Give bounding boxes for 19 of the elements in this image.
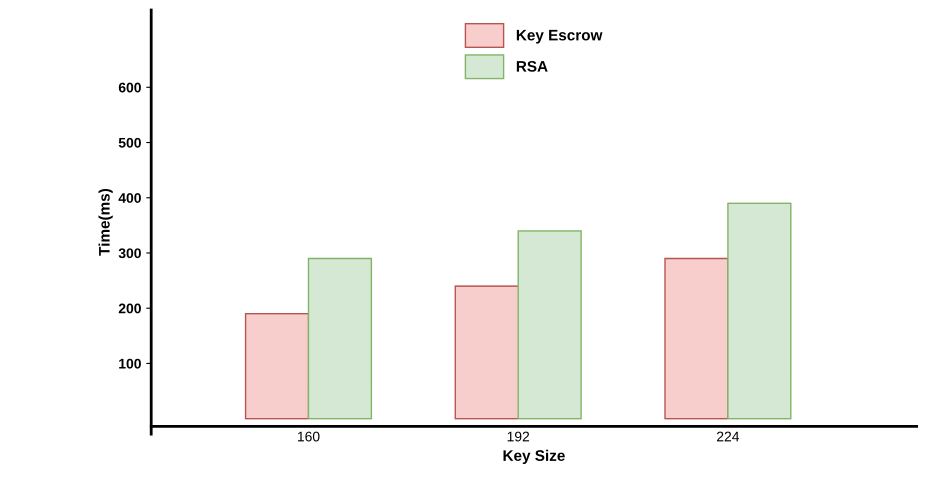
bar <box>454 285 519 420</box>
bar <box>244 313 310 420</box>
x-tick-label: 160 <box>298 432 320 442</box>
bar <box>518 230 582 420</box>
legend-label: Key Escrow <box>516 30 602 44</box>
y-tick-label: 300 <box>118 248 141 258</box>
x-axis-title: Key Size <box>504 450 565 464</box>
bar <box>664 258 729 420</box>
x-tick-label: 192 <box>508 432 530 442</box>
y-axis-title: Time(ms) <box>98 188 113 256</box>
y-tick-label: 400 <box>118 193 141 203</box>
y-tick-label: 200 <box>118 304 141 314</box>
bar <box>727 202 792 420</box>
y-tick-label: 500 <box>118 138 141 148</box>
y-tick-label: 100 <box>119 358 141 369</box>
legend-label: RSA <box>516 60 548 72</box>
bar <box>308 258 372 420</box>
y-tick-label: 600 <box>118 82 141 92</box>
x-tick-label: 224 <box>717 432 740 442</box>
